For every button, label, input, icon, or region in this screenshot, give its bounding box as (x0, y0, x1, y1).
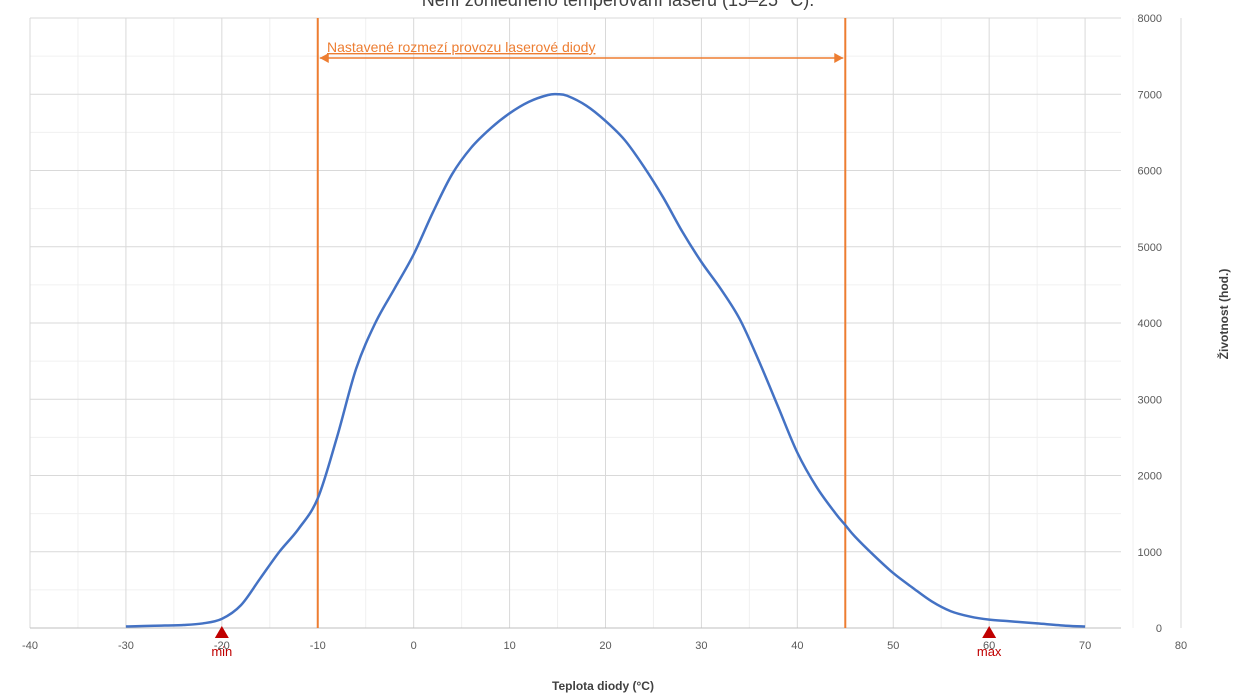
x-tick-label: 10 (503, 640, 515, 652)
y-tick-label: 5000 (1138, 242, 1162, 254)
x-tick-label: -20 (214, 640, 230, 652)
range-arrowhead-right (834, 53, 844, 63)
min-marker-label: min (211, 644, 232, 659)
series-line (125, 92, 1086, 628)
y-axis-title: Životnost (hod.) (1216, 269, 1231, 360)
x-tick-label: 60 (983, 640, 995, 652)
x-tick-label: 70 (1079, 640, 1091, 652)
x-tick-label: 50 (887, 640, 899, 652)
x-tick-label: 30 (695, 640, 707, 652)
x-axis-title: Teplota diody (°C) (552, 679, 654, 693)
x-tick-label: -10 (310, 640, 326, 652)
x-tick-label: 80 (1175, 640, 1187, 652)
x-tick-label: 20 (599, 640, 611, 652)
x-tick-label: -40 (22, 640, 38, 652)
y-tick-label: 2000 (1138, 471, 1162, 483)
series (125, 92, 1086, 628)
y-tick-label: 1000 (1138, 547, 1162, 559)
x-tick-label: 40 (791, 640, 803, 652)
y-tick-label: 8000 (1138, 13, 1162, 25)
range-label: Nastavené rozmezí provozu laserové diody (327, 39, 595, 55)
min-marker-icon (214, 626, 229, 638)
x-tick-label: 0 (411, 640, 417, 652)
min-max-markers: min max (211, 626, 1002, 659)
y-tick-label: 7000 (1138, 89, 1162, 101)
y-tick-label: 0 (1156, 623, 1162, 635)
y-tick-label: 6000 (1138, 166, 1162, 178)
max-marker-label: max (977, 644, 1002, 659)
chart-title: Není zohledněno temperování laseru (15–2… (422, 0, 814, 10)
range-arrowhead-left (319, 53, 329, 63)
y-tick-label: 4000 (1138, 318, 1162, 330)
max-marker-icon (982, 626, 997, 638)
y-tick-label: 3000 (1138, 394, 1162, 406)
tick-labels: -40 -30 -20 -10 0 10 20 30 40 50 60 70 80 0 1000 2000 30… (22, 13, 1187, 652)
grid (29, 17, 1182, 629)
x-tick-label: -30 (118, 640, 134, 652)
